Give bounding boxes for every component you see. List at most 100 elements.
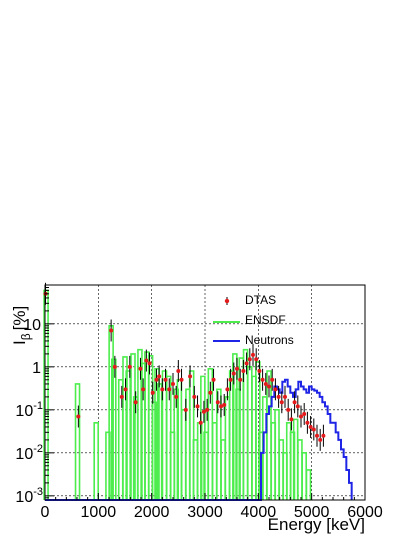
ensdf-bar bbox=[192, 439, 199, 500]
ensdf-bar bbox=[220, 439, 226, 500]
dtas-point bbox=[157, 374, 162, 379]
dtas-point bbox=[208, 390, 213, 395]
y-tick-label: 10-2 bbox=[15, 443, 43, 463]
dtas-point bbox=[188, 374, 193, 379]
dtas-point bbox=[150, 390, 155, 395]
y-tick-label: 1 bbox=[32, 360, 41, 377]
dtas-point bbox=[231, 371, 236, 376]
dtas-point bbox=[154, 377, 159, 382]
dtas-point bbox=[138, 366, 143, 371]
series-dtas bbox=[43, 282, 326, 451]
dtas-point bbox=[299, 414, 303, 419]
dtas-point bbox=[205, 407, 210, 412]
dtas-point bbox=[222, 402, 227, 407]
x-tick-label: 2000 bbox=[134, 504, 170, 521]
ensdf-bar bbox=[180, 409, 187, 500]
ensdf-bar bbox=[74, 383, 81, 500]
legend-neutrons-label: Neutrons bbox=[245, 333, 294, 347]
dtas-point bbox=[195, 404, 200, 409]
dtas-point bbox=[192, 394, 197, 399]
ensdf-bar bbox=[247, 366, 253, 500]
y-axis-title: Iβ[%] bbox=[10, 306, 33, 345]
dtas-point bbox=[302, 412, 307, 416]
ensdf-bar bbox=[292, 418, 299, 500]
dtas-point bbox=[211, 377, 216, 382]
dtas-point bbox=[295, 404, 300, 409]
ensdf-bar bbox=[235, 388, 241, 500]
y-tick-label: 10 bbox=[23, 317, 41, 334]
dtas-point bbox=[251, 352, 255, 357]
y-tick-label: 10-1 bbox=[15, 400, 43, 420]
dtas-point bbox=[127, 364, 132, 369]
ensdf-bar bbox=[111, 358, 117, 500]
ensdf-bar bbox=[224, 396, 231, 500]
dtas-point bbox=[270, 377, 275, 382]
x-axis-title: Energy [keV] bbox=[268, 515, 365, 534]
dtas-point bbox=[133, 400, 138, 405]
dtas-point bbox=[257, 369, 262, 373]
dtas-point bbox=[144, 358, 149, 363]
dtas-point bbox=[198, 420, 203, 425]
dtas-point bbox=[112, 364, 117, 369]
ensdf-bar bbox=[274, 409, 280, 500]
dtas-point bbox=[247, 357, 252, 362]
dtas-point bbox=[244, 361, 249, 366]
x-tick-label: 3000 bbox=[187, 504, 223, 521]
ensdf-bar bbox=[301, 452, 307, 500]
ensdf-bar bbox=[203, 431, 209, 500]
dtas-point bbox=[241, 369, 246, 373]
ensdf-bar bbox=[130, 353, 136, 500]
ensdf-bar bbox=[228, 370, 235, 500]
dtas-point bbox=[167, 387, 172, 392]
dtas-point bbox=[283, 394, 287, 399]
dtas-point bbox=[179, 377, 184, 382]
dtas-point bbox=[171, 381, 175, 386]
dtas-point bbox=[141, 387, 146, 392]
dtas-point bbox=[119, 394, 124, 399]
ensdf-bar bbox=[289, 431, 296, 500]
dtas-point bbox=[147, 361, 152, 366]
dtas-point bbox=[163, 377, 168, 382]
ensdf-bar bbox=[154, 368, 160, 500]
legend-dtas-label: DTAS bbox=[245, 293, 276, 307]
dtas-point bbox=[176, 369, 181, 373]
neutrons-line bbox=[45, 378, 353, 501]
dtas-point bbox=[228, 377, 233, 382]
ensdf-bar bbox=[297, 439, 303, 500]
ensdf-bar bbox=[232, 353, 238, 500]
axes: 0 1000 2000 3000 4000 5000 6000 10-3 10-2 10-1 1 10 bbox=[15, 284, 383, 521]
dtas-point bbox=[219, 404, 223, 409]
dtas-point bbox=[308, 424, 313, 429]
dtas-point bbox=[174, 394, 179, 399]
x-tick-label: 0 bbox=[41, 504, 50, 521]
dtas-point bbox=[215, 400, 220, 405]
legend-ensdf-label: ENSDF bbox=[245, 313, 286, 327]
dtas-point bbox=[123, 387, 128, 392]
dtas-point bbox=[235, 366, 239, 371]
series-neutrons bbox=[45, 378, 353, 501]
y-tick-label: 10-3 bbox=[15, 486, 43, 506]
ensdf-bar bbox=[176, 378, 183, 500]
ensdf-bar bbox=[188, 370, 195, 500]
dtas-point bbox=[279, 400, 284, 405]
dtas-point bbox=[267, 384, 271, 389]
dtas-point bbox=[276, 394, 281, 399]
ensdf-bar bbox=[255, 361, 261, 500]
dtas-point bbox=[318, 437, 323, 442]
dtas-point bbox=[311, 427, 316, 432]
dtas-point bbox=[201, 409, 206, 414]
dtas-point bbox=[76, 414, 81, 419]
x-tick-label: 4000 bbox=[241, 504, 277, 521]
dtas-point bbox=[238, 377, 243, 382]
dtas-point bbox=[321, 433, 326, 438]
legend: DTAS ENSDF Neutrons bbox=[213, 293, 294, 347]
x-tick-label: 1000 bbox=[81, 504, 117, 521]
dtas-point bbox=[273, 387, 278, 392]
legend-dtas-marker bbox=[224, 298, 230, 304]
dtas-point bbox=[254, 357, 259, 362]
dtas-point bbox=[305, 420, 310, 425]
dtas-point bbox=[225, 387, 230, 392]
ensdf-bar bbox=[93, 421, 99, 500]
x-tick-label: 5000 bbox=[294, 504, 330, 521]
